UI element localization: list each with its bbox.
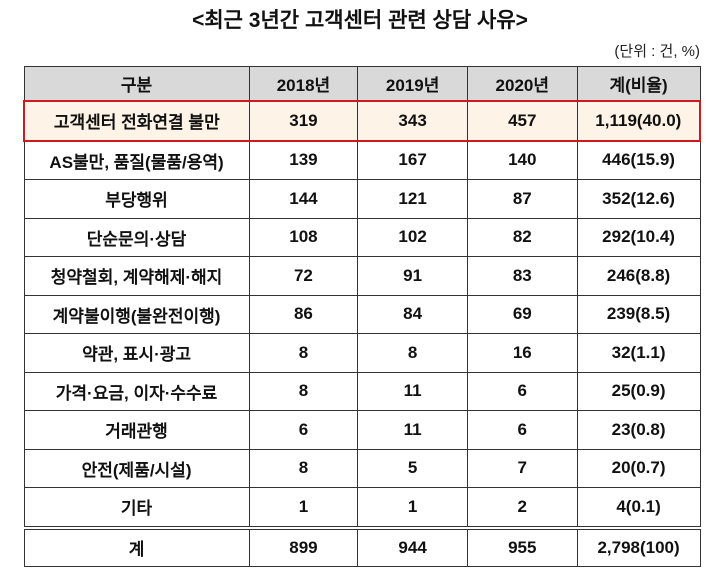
cell-2020: 16: [466, 333, 578, 373]
total-cell-category: 계: [23, 525, 250, 567]
header-2018: 2018년: [248, 66, 359, 102]
table-header-row: 구분 2018년 2019년 2020년 계(비율): [23, 66, 701, 102]
highlighted-table-row: 고객센터 전화연결 불만 319 343 457 1,119(40.0): [22, 100, 701, 142]
cell-2020: 7: [466, 448, 578, 488]
cell-2019: 91: [357, 256, 468, 296]
table-row: 약관, 표시·광고 8 8 16 32(1.1): [23, 333, 701, 373]
table-row: AS불만, 품질(물품/용역) 139 167 140 446(15.9): [23, 140, 701, 180]
cell-2018: 86: [248, 294, 359, 334]
table-row: 계약불이행(불완전이행) 86 84 69 239(8.5): [23, 294, 701, 334]
table-row: 기타 1 1 2 4(0.1): [23, 487, 701, 528]
cell-total-ratio: 23(0.8): [576, 410, 701, 450]
cell-category: 가격·요금, 이자·수수료: [23, 371, 250, 411]
cell-2020: 457: [466, 100, 578, 142]
cell-category: 약관, 표시·광고: [23, 333, 250, 373]
cell-category: 단순문의·상담: [23, 217, 250, 257]
cell-category: 안전(제품/시설): [23, 448, 250, 488]
cell-total-ratio: 20(0.7): [576, 448, 701, 488]
cell-2019: 343: [357, 100, 468, 142]
cell-total-ratio: 239(8.5): [576, 294, 701, 334]
cell-2018: 144: [248, 179, 359, 219]
cell-category: 청약철회, 계약해제·해지: [23, 256, 250, 296]
cell-total-ratio: 352(12.6): [576, 179, 701, 219]
cell-category: 계약불이행(불완전이행): [23, 294, 250, 334]
header-category: 구분: [23, 66, 250, 102]
table-row: 청약철회, 계약해제·해지 72 91 83 246(8.8): [23, 256, 701, 296]
cell-category: 고객센터 전화연결 불만: [22, 100, 250, 142]
total-cell-2019: 944: [357, 525, 468, 567]
table-row: 단순문의·상담 108 102 82 292(10.4): [23, 217, 701, 257]
cell-total-ratio: 25(0.9): [576, 371, 701, 411]
total-cell-2020: 955: [466, 525, 578, 567]
cell-2018: 1: [248, 487, 359, 528]
cell-2018: 8: [248, 333, 359, 373]
cell-2019: 11: [357, 410, 468, 450]
cell-2018: 8: [248, 371, 359, 411]
cell-2019: 167: [357, 140, 468, 180]
cell-2020: 87: [466, 179, 578, 219]
cell-total-ratio: 292(10.4): [576, 217, 701, 257]
total-row: 계 899 944 955 2,798(100): [23, 525, 701, 567]
cell-2019: 8: [357, 333, 468, 373]
cell-total-ratio: 32(1.1): [576, 333, 701, 373]
unit-note: (단위 : 건, %): [614, 43, 700, 60]
cell-2019: 121: [357, 179, 468, 219]
total-cell-2018: 899: [248, 525, 359, 567]
table-row: 거래관행 6 11 6 23(0.8): [23, 410, 701, 450]
cell-2020: 2: [466, 487, 578, 528]
cell-2018: 108: [248, 217, 359, 257]
table-row: 안전(제품/시설) 8 5 7 20(0.7): [23, 448, 701, 488]
cell-2020: 83: [466, 256, 578, 296]
header-total-ratio: 계(비율): [576, 66, 701, 102]
cell-2018: 319: [248, 100, 359, 142]
cell-total-ratio: 446(15.9): [576, 140, 701, 180]
cell-2020: 140: [466, 140, 578, 180]
cell-2020: 82: [466, 217, 578, 257]
total-cell-total-ratio: 2,798(100): [576, 525, 701, 567]
cell-category: 기타: [23, 487, 250, 528]
cell-2019: 5: [357, 448, 468, 488]
cell-2020: 69: [466, 294, 578, 334]
cell-2019: 102: [357, 217, 468, 257]
header-2019: 2019년: [357, 66, 468, 102]
table-row: 부당행위 144 121 87 352(12.6): [23, 179, 701, 219]
consultation-reasons-table: 구분 2018년 2019년 2020년 계(비율) 고객센터 전화연결 불만 3…: [22, 66, 701, 567]
cell-2018: 139: [248, 140, 359, 180]
cell-category: 부당행위: [23, 179, 250, 219]
cell-2019: 11: [357, 371, 468, 411]
cell-category: AS불만, 품질(물품/용역): [23, 140, 250, 180]
cell-2020: 6: [466, 371, 578, 411]
cell-category: 거래관행: [23, 410, 250, 450]
cell-2020: 6: [466, 410, 578, 450]
cell-2019: 84: [357, 294, 468, 334]
cell-total-ratio: 4(0.1): [576, 487, 701, 528]
cell-2018: 6: [248, 410, 359, 450]
header-2020: 2020년: [466, 66, 578, 102]
table-row: 가격·요금, 이자·수수료 8 11 6 25(0.9): [23, 371, 701, 411]
cell-total-ratio: 1,119(40.0): [576, 100, 701, 142]
document-title: <최근 3년간 고객센터 관련 상담 사유>: [192, 9, 528, 32]
cell-2018: 72: [248, 256, 359, 296]
cell-2018: 8: [248, 448, 359, 488]
cell-2019: 1: [357, 487, 468, 528]
cell-total-ratio: 246(8.8): [576, 256, 701, 296]
